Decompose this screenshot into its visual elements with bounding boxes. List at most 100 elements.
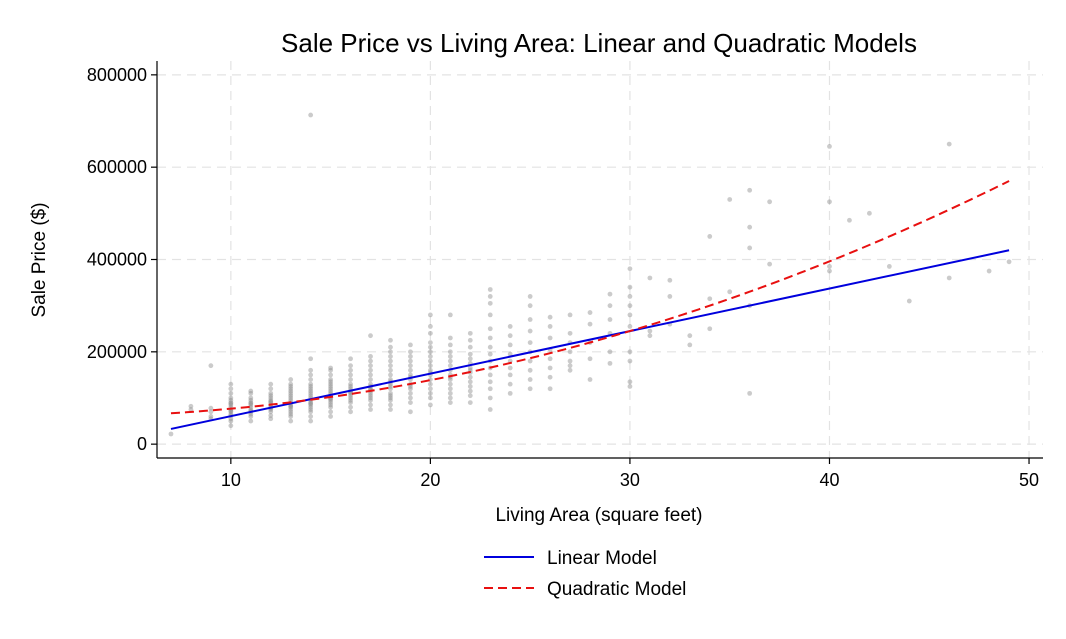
data-point bbox=[627, 294, 633, 299]
data-point bbox=[368, 390, 373, 396]
data-point bbox=[288, 403, 294, 409]
data-point bbox=[427, 358, 433, 364]
data-point bbox=[487, 372, 493, 378]
data-point bbox=[408, 390, 413, 396]
data-point bbox=[348, 404, 353, 410]
data-point bbox=[467, 351, 473, 357]
data-point bbox=[647, 328, 653, 334]
data-point bbox=[747, 245, 753, 251]
data-point bbox=[368, 393, 373, 399]
data-point bbox=[268, 416, 274, 422]
data-point bbox=[348, 395, 353, 401]
data-point bbox=[268, 381, 274, 387]
data-point bbox=[408, 386, 413, 392]
legend-label: Linear Model bbox=[547, 548, 657, 569]
data-point bbox=[308, 400, 314, 406]
data-point bbox=[447, 390, 453, 396]
data-point bbox=[308, 384, 314, 389]
data-point bbox=[427, 395, 433, 401]
data-point bbox=[328, 402, 334, 408]
data-point bbox=[547, 356, 553, 362]
data-point bbox=[308, 112, 314, 118]
data-point bbox=[348, 372, 353, 378]
data-point bbox=[248, 388, 254, 394]
data-point bbox=[427, 390, 433, 396]
data-point bbox=[707, 326, 713, 332]
data-point bbox=[607, 349, 613, 355]
data-point bbox=[388, 363, 393, 369]
data-point bbox=[627, 349, 633, 355]
data-point bbox=[427, 402, 433, 408]
data-point bbox=[268, 390, 274, 396]
data-point bbox=[388, 384, 393, 389]
data-point bbox=[527, 358, 533, 364]
data-point bbox=[467, 344, 473, 350]
data-point bbox=[328, 381, 334, 387]
data-point bbox=[328, 386, 334, 392]
data-point bbox=[268, 395, 274, 401]
data-point bbox=[827, 268, 832, 274]
data-point bbox=[567, 330, 573, 336]
data-point bbox=[627, 358, 633, 364]
model-lines bbox=[170, 180, 1010, 430]
data-point bbox=[388, 337, 393, 343]
data-point bbox=[447, 354, 453, 359]
data-point bbox=[388, 377, 393, 382]
data-point bbox=[627, 384, 633, 389]
data-point bbox=[527, 340, 533, 345]
data-point bbox=[188, 407, 194, 412]
data-point bbox=[368, 372, 373, 378]
data-point bbox=[447, 363, 453, 369]
data-point bbox=[348, 367, 353, 373]
data-point bbox=[268, 399, 274, 405]
data-point bbox=[547, 324, 553, 329]
data-point bbox=[288, 377, 294, 382]
data-point bbox=[567, 349, 573, 355]
data-point bbox=[467, 374, 473, 380]
data-point bbox=[388, 402, 393, 408]
data-point bbox=[467, 393, 473, 399]
data-point bbox=[308, 404, 314, 410]
data-point bbox=[827, 264, 832, 269]
data-point bbox=[408, 395, 413, 401]
data-point bbox=[368, 358, 373, 364]
x-axis-ticks: 10 20 30 40 50 bbox=[221, 458, 1039, 490]
data-point bbox=[308, 402, 314, 408]
data-point bbox=[328, 404, 334, 410]
data-point bbox=[647, 275, 653, 281]
data-point bbox=[308, 393, 314, 399]
data-point bbox=[427, 349, 433, 355]
data-point bbox=[328, 397, 334, 403]
data-point bbox=[487, 379, 493, 385]
data-point bbox=[747, 224, 753, 230]
data-point bbox=[447, 335, 453, 341]
data-point bbox=[348, 381, 353, 387]
data-point bbox=[946, 141, 952, 147]
data-point bbox=[587, 310, 593, 315]
data-point bbox=[447, 349, 453, 355]
data-point bbox=[208, 363, 214, 369]
data-point bbox=[906, 298, 912, 304]
data-point bbox=[308, 367, 314, 373]
data-point bbox=[388, 407, 393, 412]
data-point bbox=[447, 381, 453, 387]
data-point bbox=[408, 363, 413, 369]
data-point bbox=[447, 377, 453, 382]
data-point bbox=[388, 393, 393, 399]
data-point bbox=[188, 403, 194, 409]
data-point bbox=[388, 367, 393, 373]
data-point bbox=[268, 386, 274, 392]
data-point bbox=[567, 358, 573, 364]
series-line-quadratic-model bbox=[170, 180, 1010, 415]
y-axis-ticks: 0 200000 400000 600000 800000 bbox=[87, 65, 157, 454]
data-point bbox=[547, 335, 553, 341]
data-point bbox=[687, 342, 693, 348]
data-point bbox=[228, 401, 234, 406]
data-point bbox=[607, 360, 613, 366]
x-tick-label: 40 bbox=[819, 470, 839, 490]
data-point bbox=[408, 384, 413, 389]
x-tick-label: 30 bbox=[620, 470, 640, 490]
data-point bbox=[268, 413, 274, 418]
data-point bbox=[747, 187, 753, 193]
data-point bbox=[627, 324, 633, 329]
